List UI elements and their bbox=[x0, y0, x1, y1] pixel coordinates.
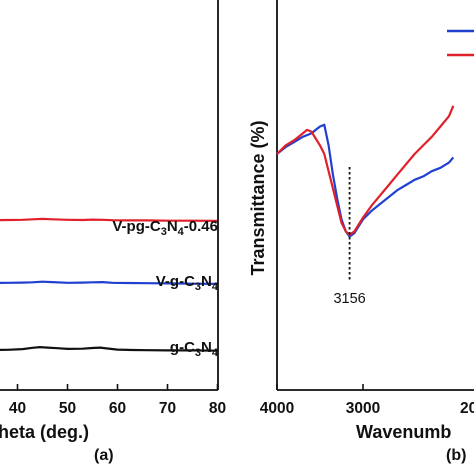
panel-b-series-line bbox=[276, 105, 455, 236]
panel-a-x-tick-label: 40 bbox=[9, 400, 26, 417]
panel-b-x-axis-title: Wavenumb bbox=[356, 422, 451, 442]
panel-b: 3156 4000 3000 20 Transmittance (%) Wavenu… bbox=[248, 0, 474, 464]
panel-b-legend bbox=[447, 29, 474, 57]
panel-b-annotation-label: 3156 bbox=[333, 291, 365, 307]
panel-a-tag: (a) bbox=[94, 447, 114, 464]
panel-b-series-line bbox=[276, 123, 455, 238]
panel-a-x-tick-label: 50 bbox=[59, 400, 76, 417]
panel-b-y-axis-title: Transmittance (%) bbox=[248, 120, 268, 275]
panel-a-x-tick-label: 70 bbox=[159, 400, 176, 417]
panel-a-curve-label: V-g-C3N4 bbox=[156, 273, 219, 293]
panel-a-series-line bbox=[0, 280, 218, 285]
panel-a-series-group bbox=[0, 217, 218, 352]
panel-a-series-line bbox=[0, 346, 218, 352]
panel-b-x-tick-label: 3000 bbox=[346, 400, 380, 417]
panel-a-curve-label: g-C3N4 bbox=[170, 339, 219, 359]
panel-a-curve-label: V-pg-C3N4-0.46 bbox=[112, 218, 218, 238]
panel-a-curve-labels: V-pg-C3N4-0.46 V-g-C3N4 g-C3N4 bbox=[112, 218, 219, 359]
panel-a-ticks: 40 50 60 70 80 bbox=[9, 384, 226, 417]
panel-a: 40 50 60 70 80 V-pg-C3N4-0.46V-g-C3N4g-C3N4 … bbox=[0, 0, 226, 464]
panel-b-series-group bbox=[276, 105, 455, 238]
panel-b-tag: (b) bbox=[446, 447, 466, 464]
panel-a-series-line bbox=[0, 217, 218, 222]
panel-b-x-tick-label: 4000 bbox=[260, 400, 294, 417]
panel-a-x-tick-label: 80 bbox=[209, 400, 226, 417]
panel-a-x-axis-title: heta (deg.) bbox=[0, 422, 89, 442]
panel-b-ticks: 4000 3000 20 bbox=[260, 384, 474, 417]
panel-b-x-tick-label-partial: 20 bbox=[460, 400, 474, 417]
panel-a-x-tick-label: 60 bbox=[109, 400, 126, 417]
